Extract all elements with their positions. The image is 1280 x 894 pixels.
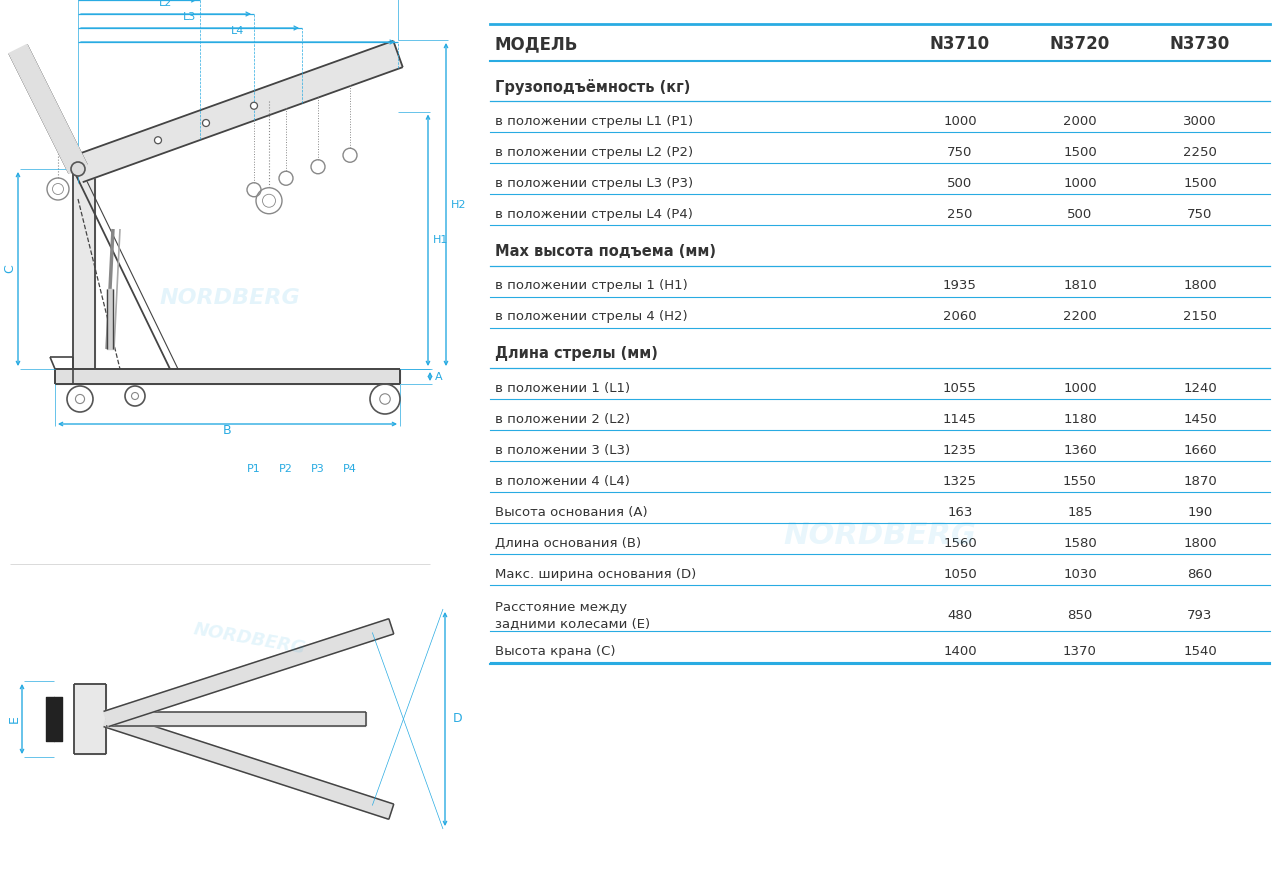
Text: P3: P3 (311, 464, 325, 474)
Circle shape (202, 120, 210, 126)
Text: B: B (223, 424, 232, 437)
Text: L2: L2 (159, 0, 173, 8)
Text: 1560: 1560 (943, 536, 977, 550)
Text: 2250: 2250 (1183, 146, 1217, 159)
Text: N3720: N3720 (1050, 35, 1110, 53)
Text: в положении стрелы L2 (P2): в положении стрелы L2 (P2) (495, 146, 694, 159)
Polygon shape (73, 41, 403, 182)
Text: A: A (435, 372, 443, 382)
Text: 1325: 1325 (943, 475, 977, 487)
Circle shape (251, 102, 257, 109)
Text: H1: H1 (433, 235, 448, 245)
Text: 750: 750 (947, 146, 973, 159)
Text: L4: L4 (232, 26, 244, 36)
Text: NORDBERG: NORDBERG (192, 620, 307, 658)
Text: 1660: 1660 (1183, 443, 1217, 457)
Text: 1935: 1935 (943, 279, 977, 292)
Polygon shape (9, 45, 87, 173)
Text: Макс. ширина основания (D): Макс. ширина основания (D) (495, 568, 696, 580)
Text: H2: H2 (451, 199, 466, 209)
Text: Грузоподъёмность (кг): Грузоподъёмность (кг) (495, 80, 690, 96)
Text: 190: 190 (1188, 505, 1212, 519)
Polygon shape (104, 712, 394, 819)
Text: 1145: 1145 (943, 412, 977, 426)
Text: E: E (8, 715, 20, 723)
Text: Длина стрелы (мм): Длина стрелы (мм) (495, 347, 658, 361)
Text: в положении 1 (L1): в положении 1 (L1) (495, 382, 630, 394)
Text: 163: 163 (947, 505, 973, 519)
Text: Длина основания (В): Длина основания (В) (495, 536, 641, 550)
Text: N3730: N3730 (1170, 35, 1230, 53)
Text: P4: P4 (343, 464, 357, 474)
Text: 1360: 1360 (1064, 443, 1097, 457)
Text: 860: 860 (1188, 568, 1212, 580)
Text: NORDBERG: NORDBERG (160, 288, 301, 308)
Text: 2000: 2000 (1064, 115, 1097, 128)
Text: 850: 850 (1068, 609, 1093, 621)
Text: L3: L3 (183, 12, 197, 22)
Text: 1580: 1580 (1064, 536, 1097, 550)
Text: в положении стрелы 1 (H1): в положении стрелы 1 (H1) (495, 279, 687, 292)
Text: 793: 793 (1188, 609, 1212, 621)
Text: Высота основания (А): Высота основания (А) (495, 505, 648, 519)
Text: в положении стрелы L4 (P4): в положении стрелы L4 (P4) (495, 208, 692, 221)
Polygon shape (106, 712, 366, 726)
Text: 1500: 1500 (1183, 177, 1217, 190)
Text: 1235: 1235 (943, 443, 977, 457)
Text: 3000: 3000 (1183, 115, 1217, 128)
Text: 185: 185 (1068, 505, 1093, 519)
Text: 1180: 1180 (1064, 412, 1097, 426)
Text: в положении 3 (L3): в положении 3 (L3) (495, 443, 630, 457)
Text: N3710: N3710 (931, 35, 989, 53)
Text: 1450: 1450 (1183, 412, 1217, 426)
Text: в положении стрелы L3 (P3): в положении стрелы L3 (P3) (495, 177, 694, 190)
Text: P2: P2 (279, 464, 293, 474)
Text: 1030: 1030 (1064, 568, 1097, 580)
Text: 2060: 2060 (943, 310, 977, 324)
Text: Расстояние между: Расстояние между (495, 601, 627, 613)
Text: 2150: 2150 (1183, 310, 1217, 324)
Text: 1870: 1870 (1183, 475, 1217, 487)
Text: 1500: 1500 (1064, 146, 1097, 159)
Polygon shape (104, 619, 394, 727)
Text: NORDBERG: NORDBERG (783, 521, 977, 550)
Text: задними колесами (E): задними колесами (E) (495, 617, 650, 629)
Text: P1: P1 (247, 464, 261, 474)
Text: 1800: 1800 (1183, 536, 1217, 550)
Text: 1400: 1400 (943, 645, 977, 658)
Text: в положении стрелы 4 (H2): в положении стрелы 4 (H2) (495, 310, 687, 324)
Text: 250: 250 (947, 208, 973, 221)
Text: 1050: 1050 (943, 568, 977, 580)
Text: 750: 750 (1188, 208, 1212, 221)
Text: 1000: 1000 (943, 115, 977, 128)
Text: 1055: 1055 (943, 382, 977, 394)
Text: Мах высота подъема (мм): Мах высота подъема (мм) (495, 244, 716, 259)
Text: D: D (453, 713, 462, 726)
Text: 1000: 1000 (1064, 177, 1097, 190)
Circle shape (155, 137, 161, 144)
Text: 500: 500 (1068, 208, 1093, 221)
Text: МОДЕЛЬ: МОДЕЛЬ (495, 35, 579, 53)
Text: 1000: 1000 (1064, 382, 1097, 394)
Text: 1550: 1550 (1064, 475, 1097, 487)
Text: 500: 500 (947, 177, 973, 190)
Text: в положении 4 (L4): в положении 4 (L4) (495, 475, 630, 487)
Text: 1800: 1800 (1183, 279, 1217, 292)
Text: 1370: 1370 (1064, 645, 1097, 658)
Text: C: C (4, 265, 17, 274)
Circle shape (70, 162, 84, 176)
Text: в положении стрелы L1 (P1): в положении стрелы L1 (P1) (495, 115, 694, 128)
Text: 2200: 2200 (1064, 310, 1097, 324)
Text: Высота крана (С): Высота крана (С) (495, 645, 616, 658)
Text: 1240: 1240 (1183, 382, 1217, 394)
Text: 480: 480 (947, 609, 973, 621)
Text: 1540: 1540 (1183, 645, 1217, 658)
Text: 1810: 1810 (1064, 279, 1097, 292)
Text: в положении 2 (L2): в положении 2 (L2) (495, 412, 630, 426)
